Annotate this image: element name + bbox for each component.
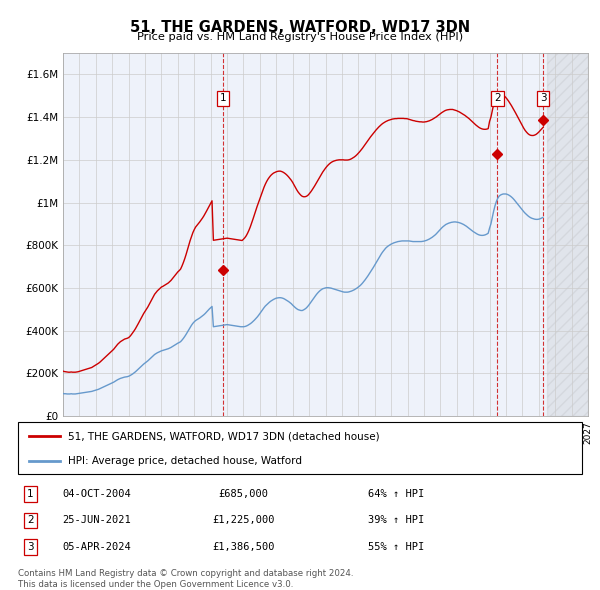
Text: 04-OCT-2004: 04-OCT-2004 (62, 489, 131, 499)
Text: £1,386,500: £1,386,500 (212, 542, 275, 552)
Text: 55% ↑ HPI: 55% ↑ HPI (368, 542, 424, 552)
Text: 1: 1 (220, 93, 226, 103)
Text: 51, THE GARDENS, WATFORD, WD17 3DN: 51, THE GARDENS, WATFORD, WD17 3DN (130, 20, 470, 35)
Text: 39% ↑ HPI: 39% ↑ HPI (368, 516, 424, 526)
Text: 1: 1 (27, 489, 34, 499)
Text: 64% ↑ HPI: 64% ↑ HPI (368, 489, 424, 499)
Text: Price paid vs. HM Land Registry's House Price Index (HPI): Price paid vs. HM Land Registry's House … (137, 32, 463, 42)
Text: 51, THE GARDENS, WATFORD, WD17 3DN (detached house): 51, THE GARDENS, WATFORD, WD17 3DN (deta… (68, 431, 379, 441)
Text: HPI: Average price, detached house, Watford: HPI: Average price, detached house, Watf… (68, 456, 302, 466)
Text: 3: 3 (540, 93, 547, 103)
Text: 25-JUN-2021: 25-JUN-2021 (62, 516, 131, 526)
Text: £1,225,000: £1,225,000 (212, 516, 275, 526)
Text: 05-APR-2024: 05-APR-2024 (62, 542, 131, 552)
Text: 2: 2 (27, 516, 34, 526)
Text: 3: 3 (27, 542, 34, 552)
Text: Contains HM Land Registry data © Crown copyright and database right 2024.
This d: Contains HM Land Registry data © Crown c… (18, 569, 353, 589)
Bar (547, 53, 588, 416)
Text: 2: 2 (494, 93, 501, 103)
Text: £685,000: £685,000 (218, 489, 269, 499)
FancyBboxPatch shape (18, 422, 582, 474)
